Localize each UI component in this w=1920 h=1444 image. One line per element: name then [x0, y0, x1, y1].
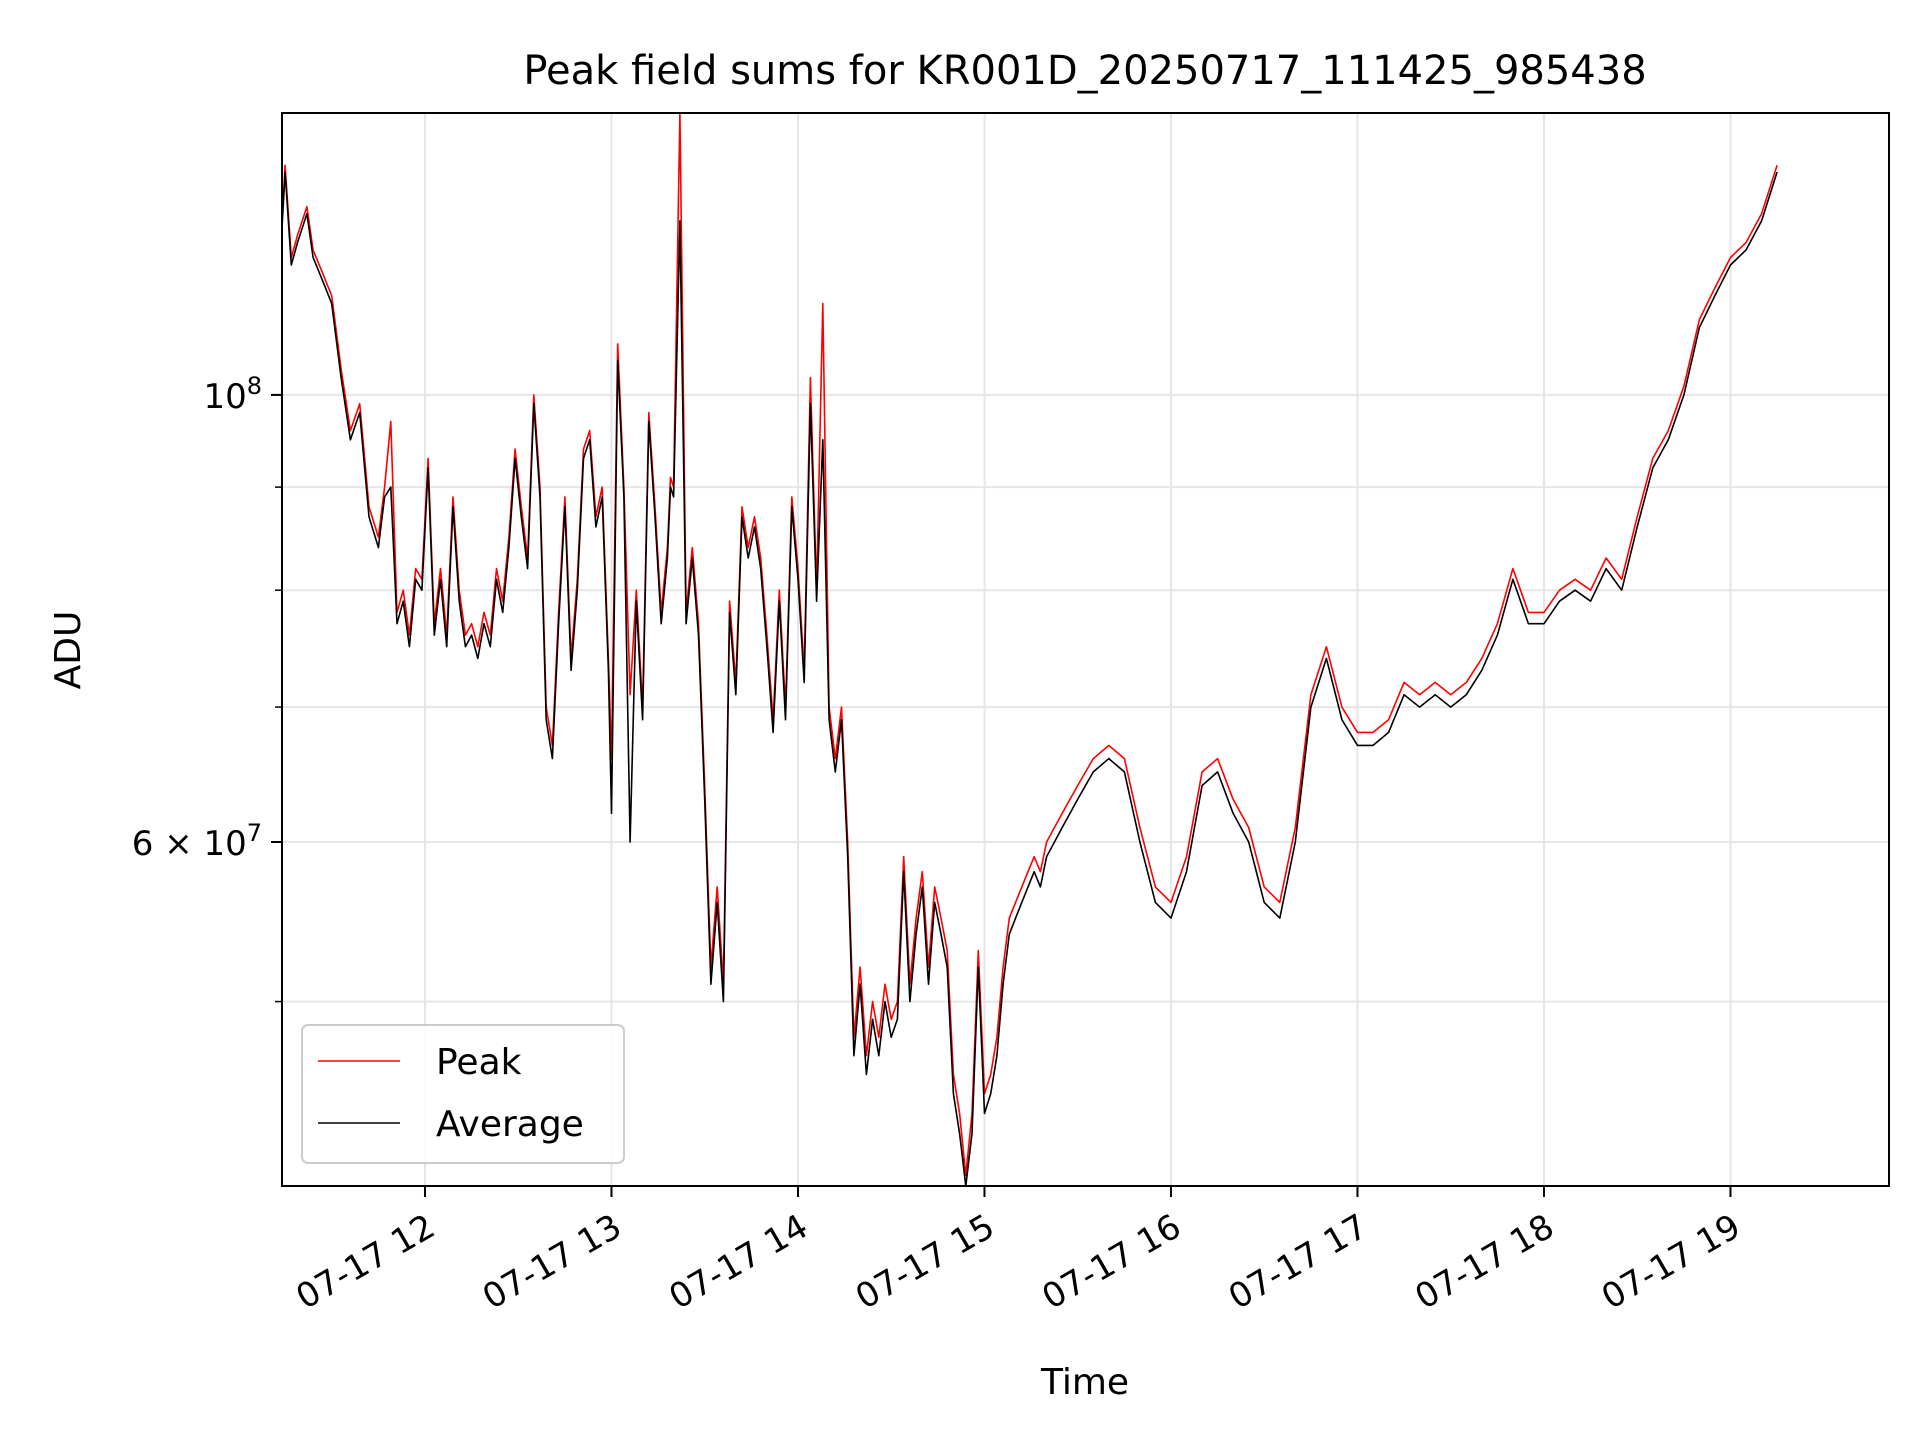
- plot-frame: [281, 112, 1890, 1187]
- legend-average-label: Average: [436, 1104, 584, 1145]
- y-axis-label: ADU: [48, 611, 89, 690]
- series-lines: [281, 112, 1778, 1187]
- legend-peak-label: Peak: [436, 1042, 522, 1083]
- y-tick-label: 6 × 107: [132, 819, 262, 864]
- x-axis-label: Time: [1040, 1362, 1129, 1403]
- legend: Peak Average: [301, 1024, 625, 1164]
- series-line-average: [281, 171, 1778, 1187]
- legend-box: [301, 1024, 625, 1164]
- y-tick-label: 108: [203, 372, 262, 417]
- y-axis-ticks: 108 6 × 107: [132, 372, 282, 1003]
- chart-title: Peak field sums for KR001D_20250717_1114…: [523, 48, 1646, 94]
